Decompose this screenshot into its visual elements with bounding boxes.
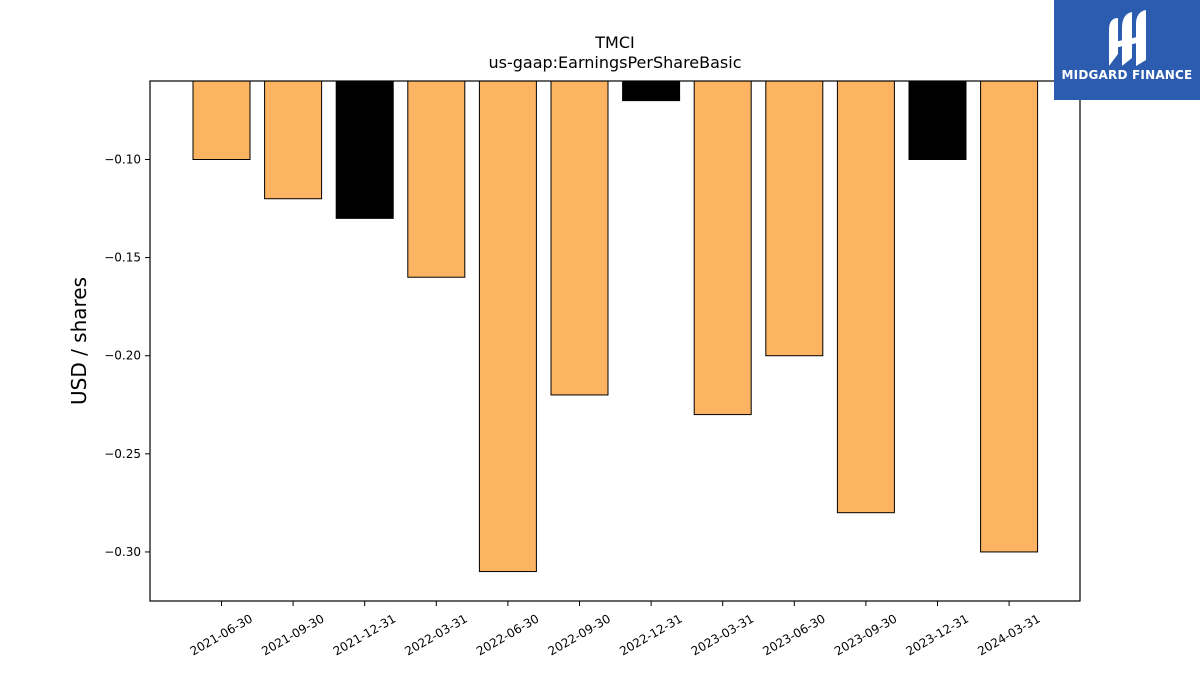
bar-2021-12-31 <box>335 80 394 219</box>
bar-2023-09-30 <box>836 80 895 514</box>
logo-text: MIDGARD FINANCE <box>1061 68 1193 82</box>
bar-2022-09-30 <box>550 80 609 396</box>
bar-2021-09-30 <box>264 80 323 200</box>
y-axis-label: USD / shares <box>67 277 91 405</box>
y-tick-label: −0.30 <box>104 545 141 559</box>
bar-2022-03-31 <box>407 80 466 278</box>
bar-2023-06-30 <box>765 80 824 357</box>
y-tick-label: −0.25 <box>104 447 141 461</box>
y-tick-label: −0.10 <box>104 152 141 166</box>
y-tick-label: −0.20 <box>104 349 141 363</box>
x-tick-label: 2023-03-31 <box>689 611 756 658</box>
x-tick-label: 2023-12-31 <box>904 611 971 658</box>
x-tick-label: 2022-03-31 <box>402 611 469 658</box>
x-tick-label: 2021-06-30 <box>188 611 255 658</box>
x-tick-label: 2023-06-30 <box>760 611 827 658</box>
x-tick-label: 2021-09-30 <box>259 611 326 658</box>
bar-2022-06-30 <box>478 80 537 573</box>
plot-frame <box>149 80 1081 602</box>
midgard-logo-icon <box>1109 10 1146 66</box>
bar-2022-12-31 <box>622 80 681 102</box>
x-tick-label: 2023-09-30 <box>832 611 899 658</box>
x-tick-label: 2022-06-30 <box>474 611 541 658</box>
bar-2023-03-31 <box>693 80 752 416</box>
x-tick-label: 2022-09-30 <box>546 611 613 658</box>
y-tick-label: −0.15 <box>104 251 141 265</box>
chart-subtitle: us-gaap:EarningsPerShareBasic <box>488 53 741 72</box>
x-tick-label: 2021-12-31 <box>331 611 398 658</box>
chart-title: TMCI <box>594 33 634 52</box>
midgard-finance-logo: MIDGARD FINANCE <box>1054 0 1200 100</box>
bar-2024-03-31 <box>980 80 1039 553</box>
bar-2023-12-31 <box>908 80 967 160</box>
x-tick-label: 2024-03-31 <box>975 611 1042 658</box>
x-tick-label: 2022-12-31 <box>617 611 684 658</box>
bar-2021-06-30 <box>192 80 251 160</box>
